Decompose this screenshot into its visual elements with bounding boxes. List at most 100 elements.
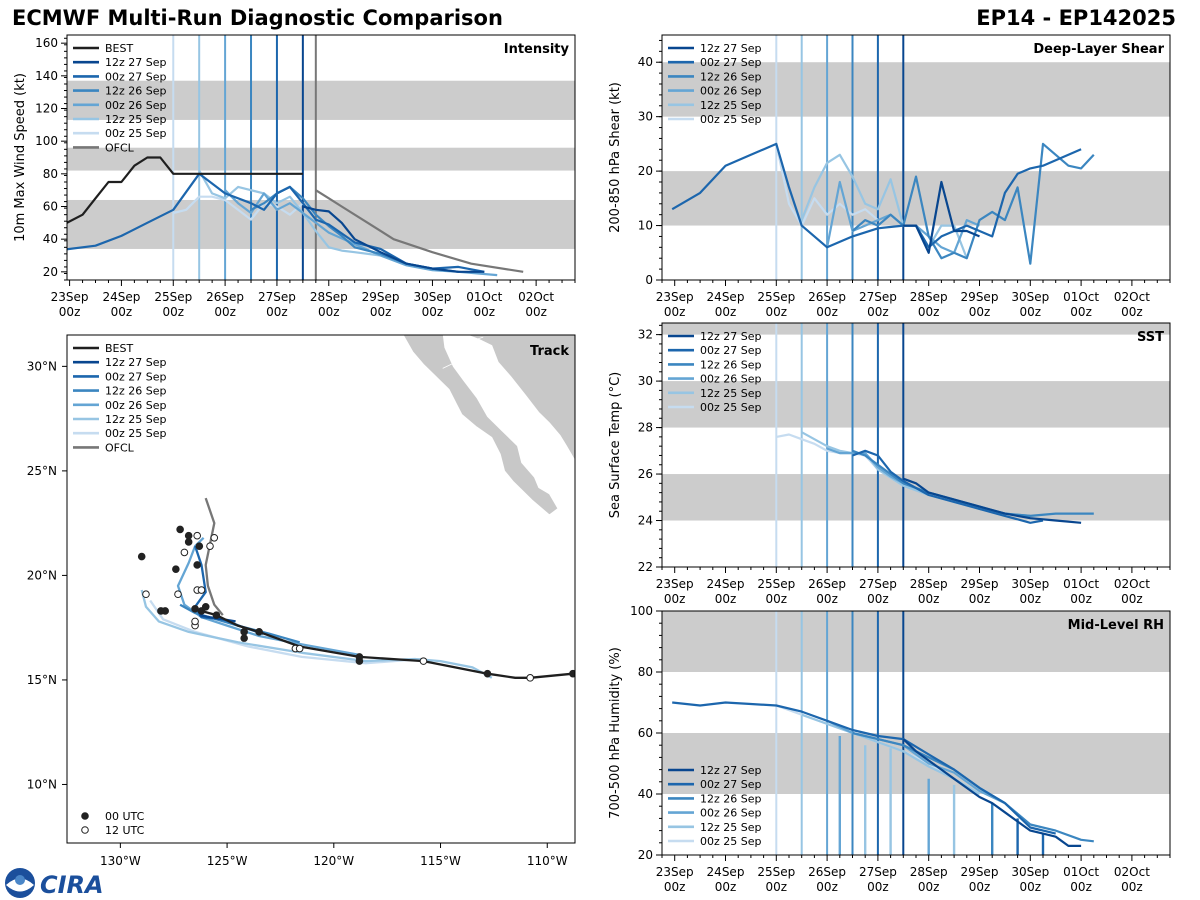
best-fix-00utc <box>176 525 184 534</box>
track-line <box>176 536 360 657</box>
x-tick-label: 27Sep <box>859 577 897 591</box>
legend-label: 12z 26 Sep <box>700 70 762 83</box>
best-fix-12utc <box>295 644 304 653</box>
x-tick-label: 00z <box>918 592 940 606</box>
rh-panel: 23Sep00z24Sep00z25Sep00z26Sep00z27Sep00z… <box>608 604 1171 894</box>
x-tick-label: 25Sep <box>154 290 192 304</box>
best-fix-00utc <box>240 628 248 636</box>
x-tick-label: 00z <box>867 305 889 319</box>
x-tick-label: 00z <box>1121 592 1143 606</box>
x-tick-label: 00z <box>111 305 133 319</box>
x-tick-label: 00z <box>525 305 547 319</box>
border-line <box>442 336 484 369</box>
series-line <box>903 180 980 254</box>
y-tick-label: 20 <box>638 164 653 178</box>
legend-label: 00z 25 Sep <box>105 427 167 440</box>
y-tick-label: 10°N <box>27 777 57 791</box>
threshold-band <box>67 80 575 120</box>
legend-label: 12z 27 Sep <box>105 356 167 369</box>
x-tick-label: 110°W <box>527 854 568 868</box>
x-tick-label: 23Sep <box>51 290 89 304</box>
x-tick-label: 00z <box>816 592 838 606</box>
x-tick-label: 00z <box>473 305 495 319</box>
x-tick-label: 00z <box>715 880 737 894</box>
x-tick-label: 25Sep <box>757 577 795 591</box>
x-tick-label: 00z <box>918 305 940 319</box>
y-tick-label: 80 <box>638 665 653 679</box>
x-tick-label: 30Sep <box>1011 290 1049 304</box>
legend-label: 00z 26 Sep <box>700 373 762 386</box>
series-line <box>852 449 1044 524</box>
x-tick-label: 24Sep <box>707 290 745 304</box>
sst-plot-area <box>662 323 1170 567</box>
legend-label: 00z 27 Sep <box>700 778 762 791</box>
best-fix-00utc <box>157 607 165 615</box>
legend-label: 00z 27 Sep <box>700 56 762 69</box>
legend-label: 00z 25 Sep <box>700 113 762 126</box>
best-fix-12utc <box>206 542 214 550</box>
threshold-band <box>67 147 575 171</box>
x-tick-label: 29Sep <box>961 865 999 879</box>
series-line <box>67 156 303 224</box>
track-line <box>204 497 224 616</box>
shear-plot-area <box>662 35 1170 280</box>
best-fix-12utc <box>142 590 150 599</box>
y-tick-label: 100 <box>35 134 58 148</box>
x-tick-label: 28Sep <box>910 865 948 879</box>
series-line <box>902 738 1082 848</box>
x-tick-label: 26Sep <box>808 577 846 591</box>
x-tick-label: 00z <box>816 880 838 894</box>
series-line <box>315 189 524 273</box>
x-tick-label: 00z <box>318 305 340 319</box>
legend-label: 00z 25 Sep <box>700 835 762 848</box>
x-tick-label: 00z <box>715 305 737 319</box>
legend-label: 12z 26 Sep <box>105 385 167 398</box>
track-line <box>140 589 493 679</box>
x-tick-label: 01Oct <box>1063 577 1099 591</box>
best-fix-00utc <box>212 611 221 619</box>
legend-label: 00z 26 Sep <box>700 807 762 820</box>
track-line <box>149 599 422 665</box>
x-tick-label: 26Sep <box>808 290 846 304</box>
x-tick-label: 130°W <box>100 854 141 868</box>
x-tick-label: 00z <box>1020 592 1042 606</box>
x-tick-label: 02Oct <box>1114 577 1150 591</box>
cira-logo: CIRA <box>5 868 104 899</box>
y-tick-label: 30 <box>638 110 653 124</box>
marker-legend-label: 00 UTC <box>105 810 145 823</box>
legend-label: 00z 26 Sep <box>105 99 167 112</box>
land-baja <box>402 335 559 516</box>
x-tick-label: 25Sep <box>757 290 795 304</box>
x-tick-label: 00z <box>664 880 686 894</box>
x-tick-label: 28Sep <box>310 290 348 304</box>
x-tick-label: 00z <box>162 305 184 319</box>
x-tick-label: 115°W <box>420 854 461 868</box>
legend-label: 12z 27 Sep <box>700 330 762 343</box>
x-tick-label: 00z <box>816 305 838 319</box>
best-fix-00utc <box>137 552 146 561</box>
legend-label: 12z 26 Sep <box>700 358 762 371</box>
threshold-band <box>662 323 1170 335</box>
legend-label: 00z 27 Sep <box>105 370 167 383</box>
x-tick-label: 00z <box>766 592 788 606</box>
threshold-band <box>662 611 1170 672</box>
legend-label: 00z 25 Sep <box>105 127 167 140</box>
noaa-dot-icon <box>15 875 25 885</box>
x-tick-label: 29Sep <box>961 290 999 304</box>
x-tick-label: 27Sep <box>859 290 897 304</box>
series-line <box>775 143 879 227</box>
panel-title: Track <box>530 344 569 359</box>
intensity-panel: 23Sep00z24Sep00z25Sep00z26Sep00z27Sep00z… <box>13 34 576 319</box>
series-line <box>800 153 968 259</box>
x-tick-label: 00z <box>969 880 991 894</box>
best-fix-00utc <box>184 538 193 546</box>
series-line <box>902 477 1082 524</box>
x-tick-label: 02Oct <box>1114 290 1150 304</box>
x-tick-label: 00z <box>266 305 288 319</box>
rh-plot-area <box>662 611 1170 855</box>
x-tick-label: 00z <box>918 880 940 894</box>
y-tick-label: 40 <box>43 232 58 246</box>
y-tick-label: 80 <box>43 167 58 181</box>
y-tick-label: 100 <box>630 604 653 618</box>
panel-title: SST <box>1137 330 1164 345</box>
